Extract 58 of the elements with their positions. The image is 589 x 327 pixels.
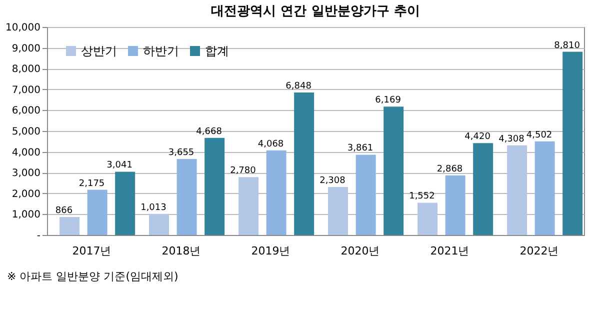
bar [356,154,376,235]
y-tick-label: 1,000 [12,210,40,221]
y-tick-label: 6,000 [12,106,40,117]
bar [534,141,555,235]
y-tick-label: 7,000 [12,84,40,96]
legend-label: 합계 [205,44,229,58]
bar [384,106,404,235]
bar [238,177,259,235]
bar [445,175,466,235]
data-label: 3,861 [347,144,374,154]
legend-label: 하반기 [143,44,179,58]
bar [60,216,80,235]
bar [328,186,348,235]
bar [418,202,438,235]
data-label: 3,655 [168,148,194,158]
y-tick-label: 8,000 [12,64,40,76]
data-label: 2,780 [230,166,256,176]
y-tick-label: 5,000 [12,126,40,138]
y-tick-label: 9,000 [12,43,40,54]
data-label: 6,848 [286,82,312,92]
data-label: 4,068 [258,139,284,150]
bar [149,214,170,235]
data-label: 4,668 [196,126,222,137]
x-tick-label: 2022년 [520,244,559,258]
bar [266,150,286,235]
y-tick-label: - [36,230,41,242]
bar [87,190,108,235]
data-label: 866 [55,206,73,216]
data-label: 4,308 [498,134,525,144]
bar [176,158,197,235]
x-tick-label: 2018년 [162,244,201,258]
bar [562,52,583,235]
bar [294,92,314,235]
data-label: 2,175 [78,178,105,189]
data-label: 4,502 [526,130,552,140]
legend-label: 상반기 [81,44,117,58]
bar [473,143,494,235]
data-label: 8,810 [554,40,580,51]
chart-title: 대전광역시 연간 일반분양가구 추이 [211,4,420,19]
bar [507,145,528,235]
data-label: 2,308 [320,176,346,186]
y-tick-label: 3,000 [12,168,40,180]
x-tick-label: 2021년 [430,244,470,258]
data-label: 1,013 [140,202,166,213]
y-tick-label: 10,000 [6,22,40,34]
bar [204,138,225,235]
data-label: 3,041 [106,160,132,171]
data-label: 2,868 [436,164,463,174]
x-tick-label: 2019년 [251,244,290,258]
y-tick-label: 4,000 [12,147,40,158]
data-label: 4,420 [464,132,491,142]
x-tick-label: 2017년 [72,244,112,258]
data-label: 6,169 [375,96,402,106]
data-label: 1,552 [409,192,435,202]
y-tick-label: 2,000 [12,188,40,200]
x-tick-label: 2020년 [340,244,380,258]
text: ※ 아파트 일반분양 기준(임대제외) [7,270,178,283]
bar [115,172,136,235]
